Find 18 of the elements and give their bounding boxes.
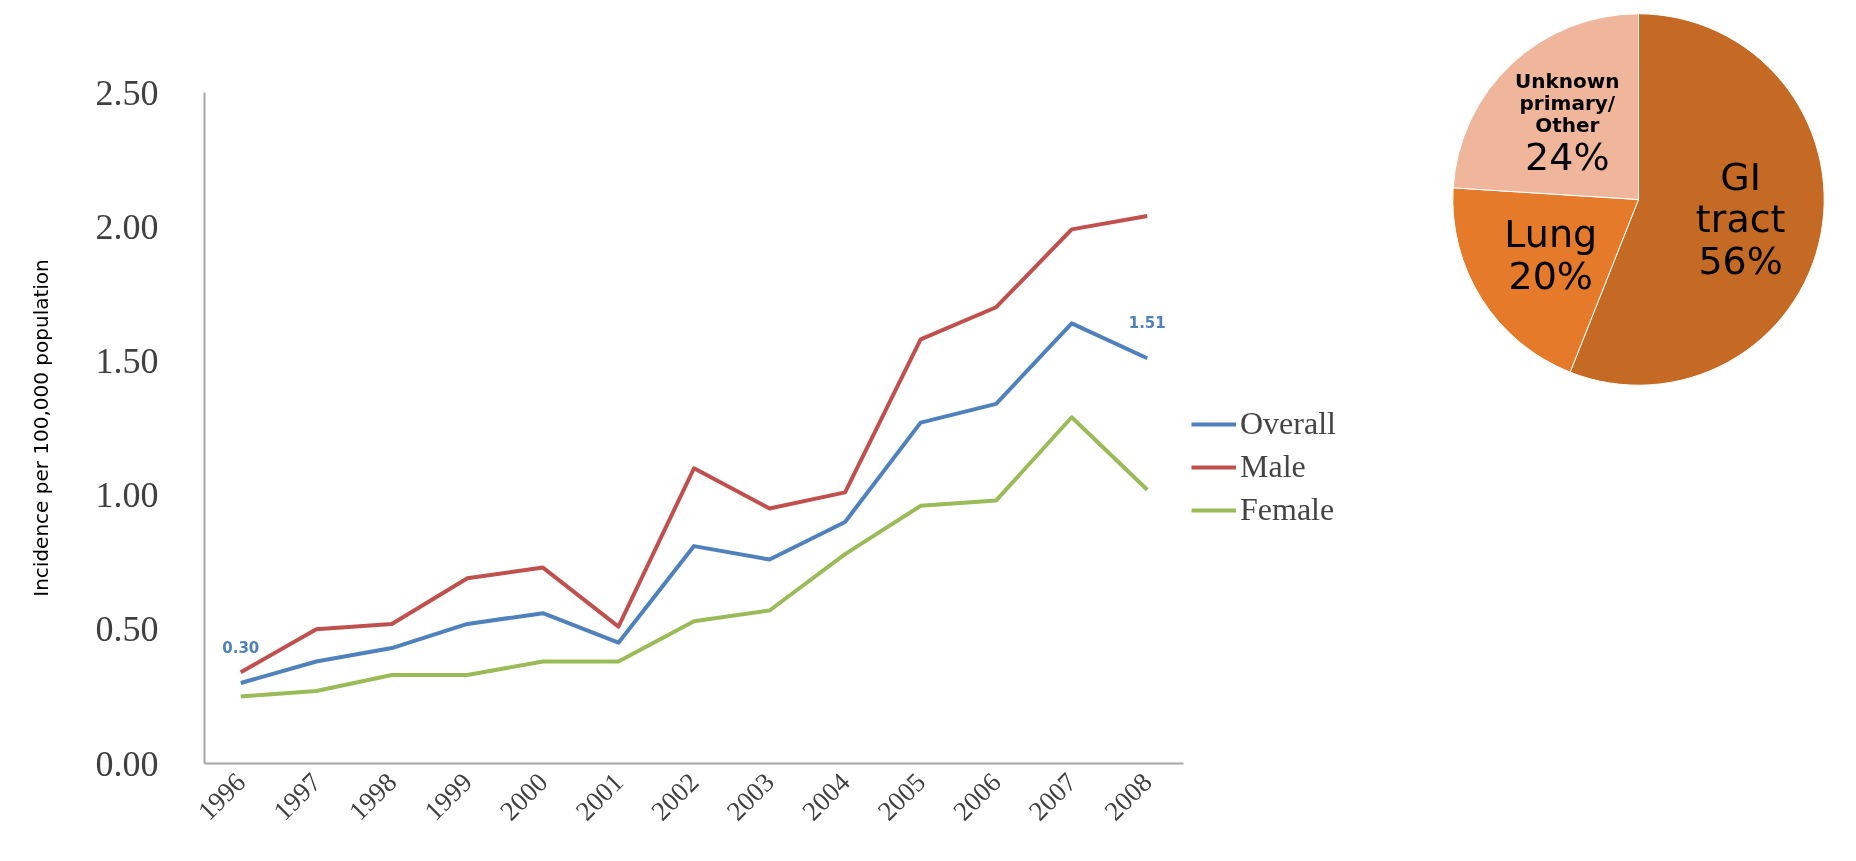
y-tick-label: 1.50 xyxy=(95,340,159,381)
y-tick-label: 0.00 xyxy=(95,743,159,784)
y-axis-title: Incidence per 100,000 population xyxy=(28,259,53,597)
data-label: 24% xyxy=(1525,134,1610,179)
y-tick-label: 2.00 xyxy=(95,206,159,247)
data-label: 1.51 xyxy=(1128,314,1166,333)
legend-label: Female xyxy=(1240,491,1335,528)
slice-label: GI tract xyxy=(1695,155,1786,241)
y-tick-label: 2.50 xyxy=(95,72,159,113)
data-label: 20% xyxy=(1508,254,1593,299)
data-label: 0.30 xyxy=(222,638,260,657)
legend-label: Male xyxy=(1240,448,1306,485)
legend-label: Overall xyxy=(1240,405,1336,442)
y-tick-label: 0.50 xyxy=(95,609,159,650)
data-label: 56% xyxy=(1698,238,1783,283)
slice-label: Lung xyxy=(1504,212,1598,257)
slice-label: Unknown primary/ Other xyxy=(1515,68,1620,137)
y-tick-label: 1.00 xyxy=(95,475,159,516)
